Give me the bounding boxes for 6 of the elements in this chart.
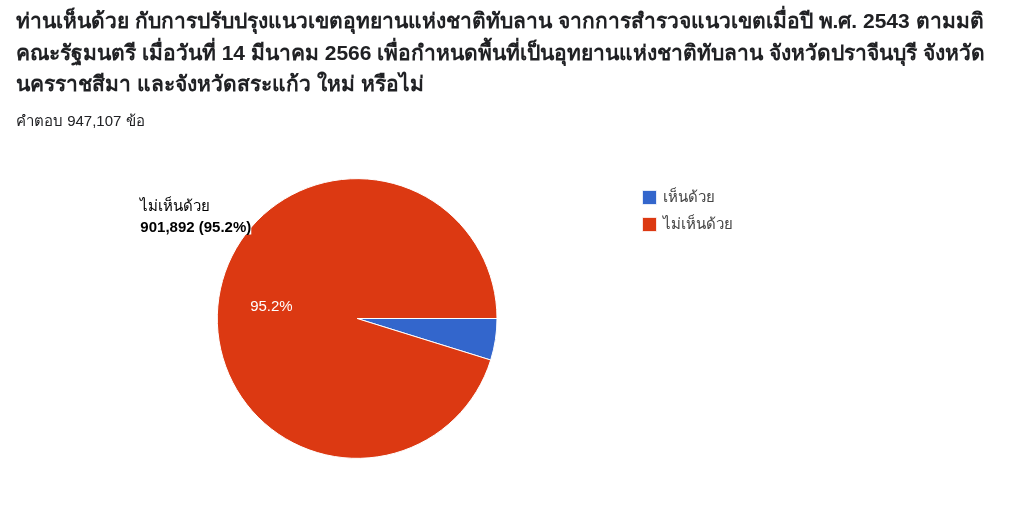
- text: ไม่เห็นด้วย 901,892 (95.2%): [139, 195, 252, 235]
- chart-title: ท่านเห็นด้วย กับการปรับปรุงแนวเขตอุทยานแห่งชาติทับลาน จากการสำรวจแนวเขตเมื่อปี พ.ศ. 2543 ตามมติคณะรัฐมนตรี เมื่อวันที่ 14 มีนาคม 2566 เพื่อกำหนดพื้นที่เป็นอุทยานแห่งชาติทับลาน จังหวัดปราจีนบุรี จังหวัดนครราชสีมา และจังหวัดสระแก้ว ใหม่ หรือไม่: [16, 5, 986, 97]
- legend-label: เห็นด้วย: [663, 186, 715, 207]
- data-label: 95.2%: [250, 296, 293, 314]
- text: คำตอบ 947,107 ข้อ: [16, 110, 145, 131]
- legend-label: ไม่เห็นด้วย: [663, 213, 733, 234]
